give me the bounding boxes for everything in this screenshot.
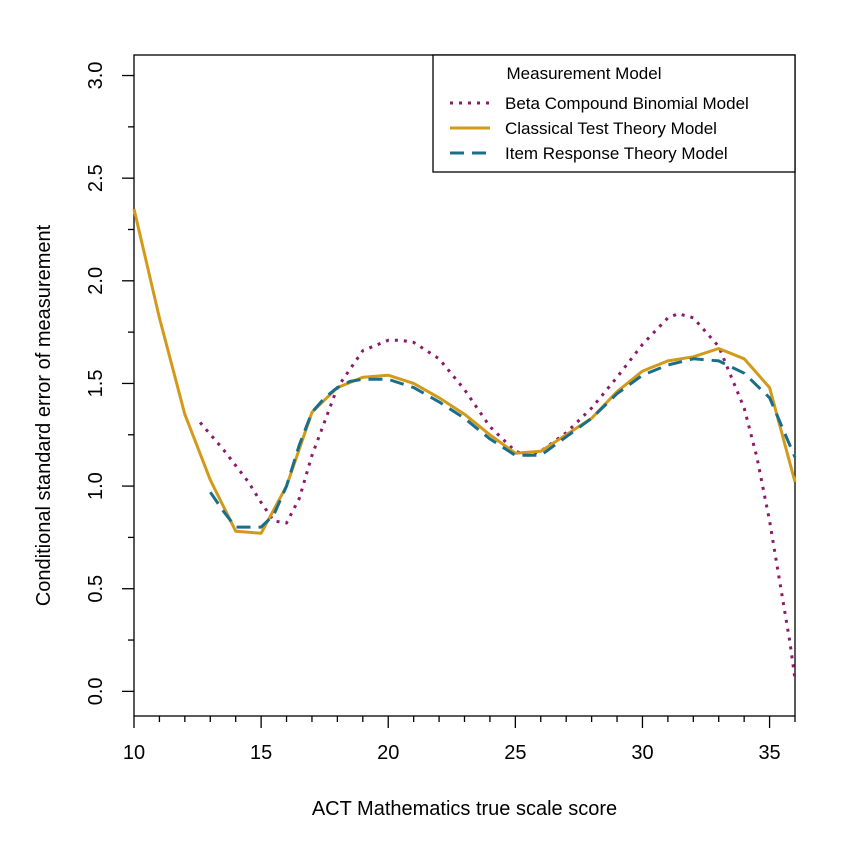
- legend: Measurement Model Beta Compound Binomial …: [432, 54, 796, 173]
- x-tick-label: 25: [504, 742, 526, 764]
- x-tick-label: 15: [250, 742, 272, 764]
- legend-label: Beta Compound Binomial Model: [505, 94, 749, 113]
- x-tick-label: 10: [123, 742, 145, 764]
- legend-label: Item Response Theory Model: [505, 144, 728, 163]
- series-layer: [132, 208, 797, 680]
- series-line-beta-compound-binomial-model: [198, 312, 797, 680]
- y-tick-label: 1.5: [85, 370, 107, 398]
- series-line-item-response-theory-model: [209, 357, 797, 529]
- series-line-classical-test-theory-model: [132, 208, 797, 535]
- legend-label: Classical Test Theory Model: [505, 119, 717, 138]
- x-tick-label: 35: [758, 742, 780, 764]
- y-axis: 0.0 0.5 1.0 1.5 2.0 2.5 3.0: [85, 62, 134, 705]
- y-axis-title: Conditional standard error of measuremen…: [33, 224, 55, 606]
- y-tick-label: 0.0: [85, 677, 107, 705]
- x-axis: 10 15 20 25 30 35: [123, 716, 796, 764]
- y-tick-label: 0.5: [85, 575, 107, 603]
- y-tick-label: 3.0: [85, 62, 107, 90]
- legend-box: [432, 54, 796, 173]
- y-tick-label: 2.0: [85, 267, 107, 295]
- y-tick-label: 2.5: [85, 164, 107, 192]
- x-tick-label: 20: [377, 742, 399, 764]
- y-tick-label: 1.0: [85, 472, 107, 500]
- x-axis-title: ACT Mathematics true scale score: [312, 798, 617, 820]
- legend-title: Measurement Model: [507, 64, 662, 83]
- x-tick-label: 30: [631, 742, 653, 764]
